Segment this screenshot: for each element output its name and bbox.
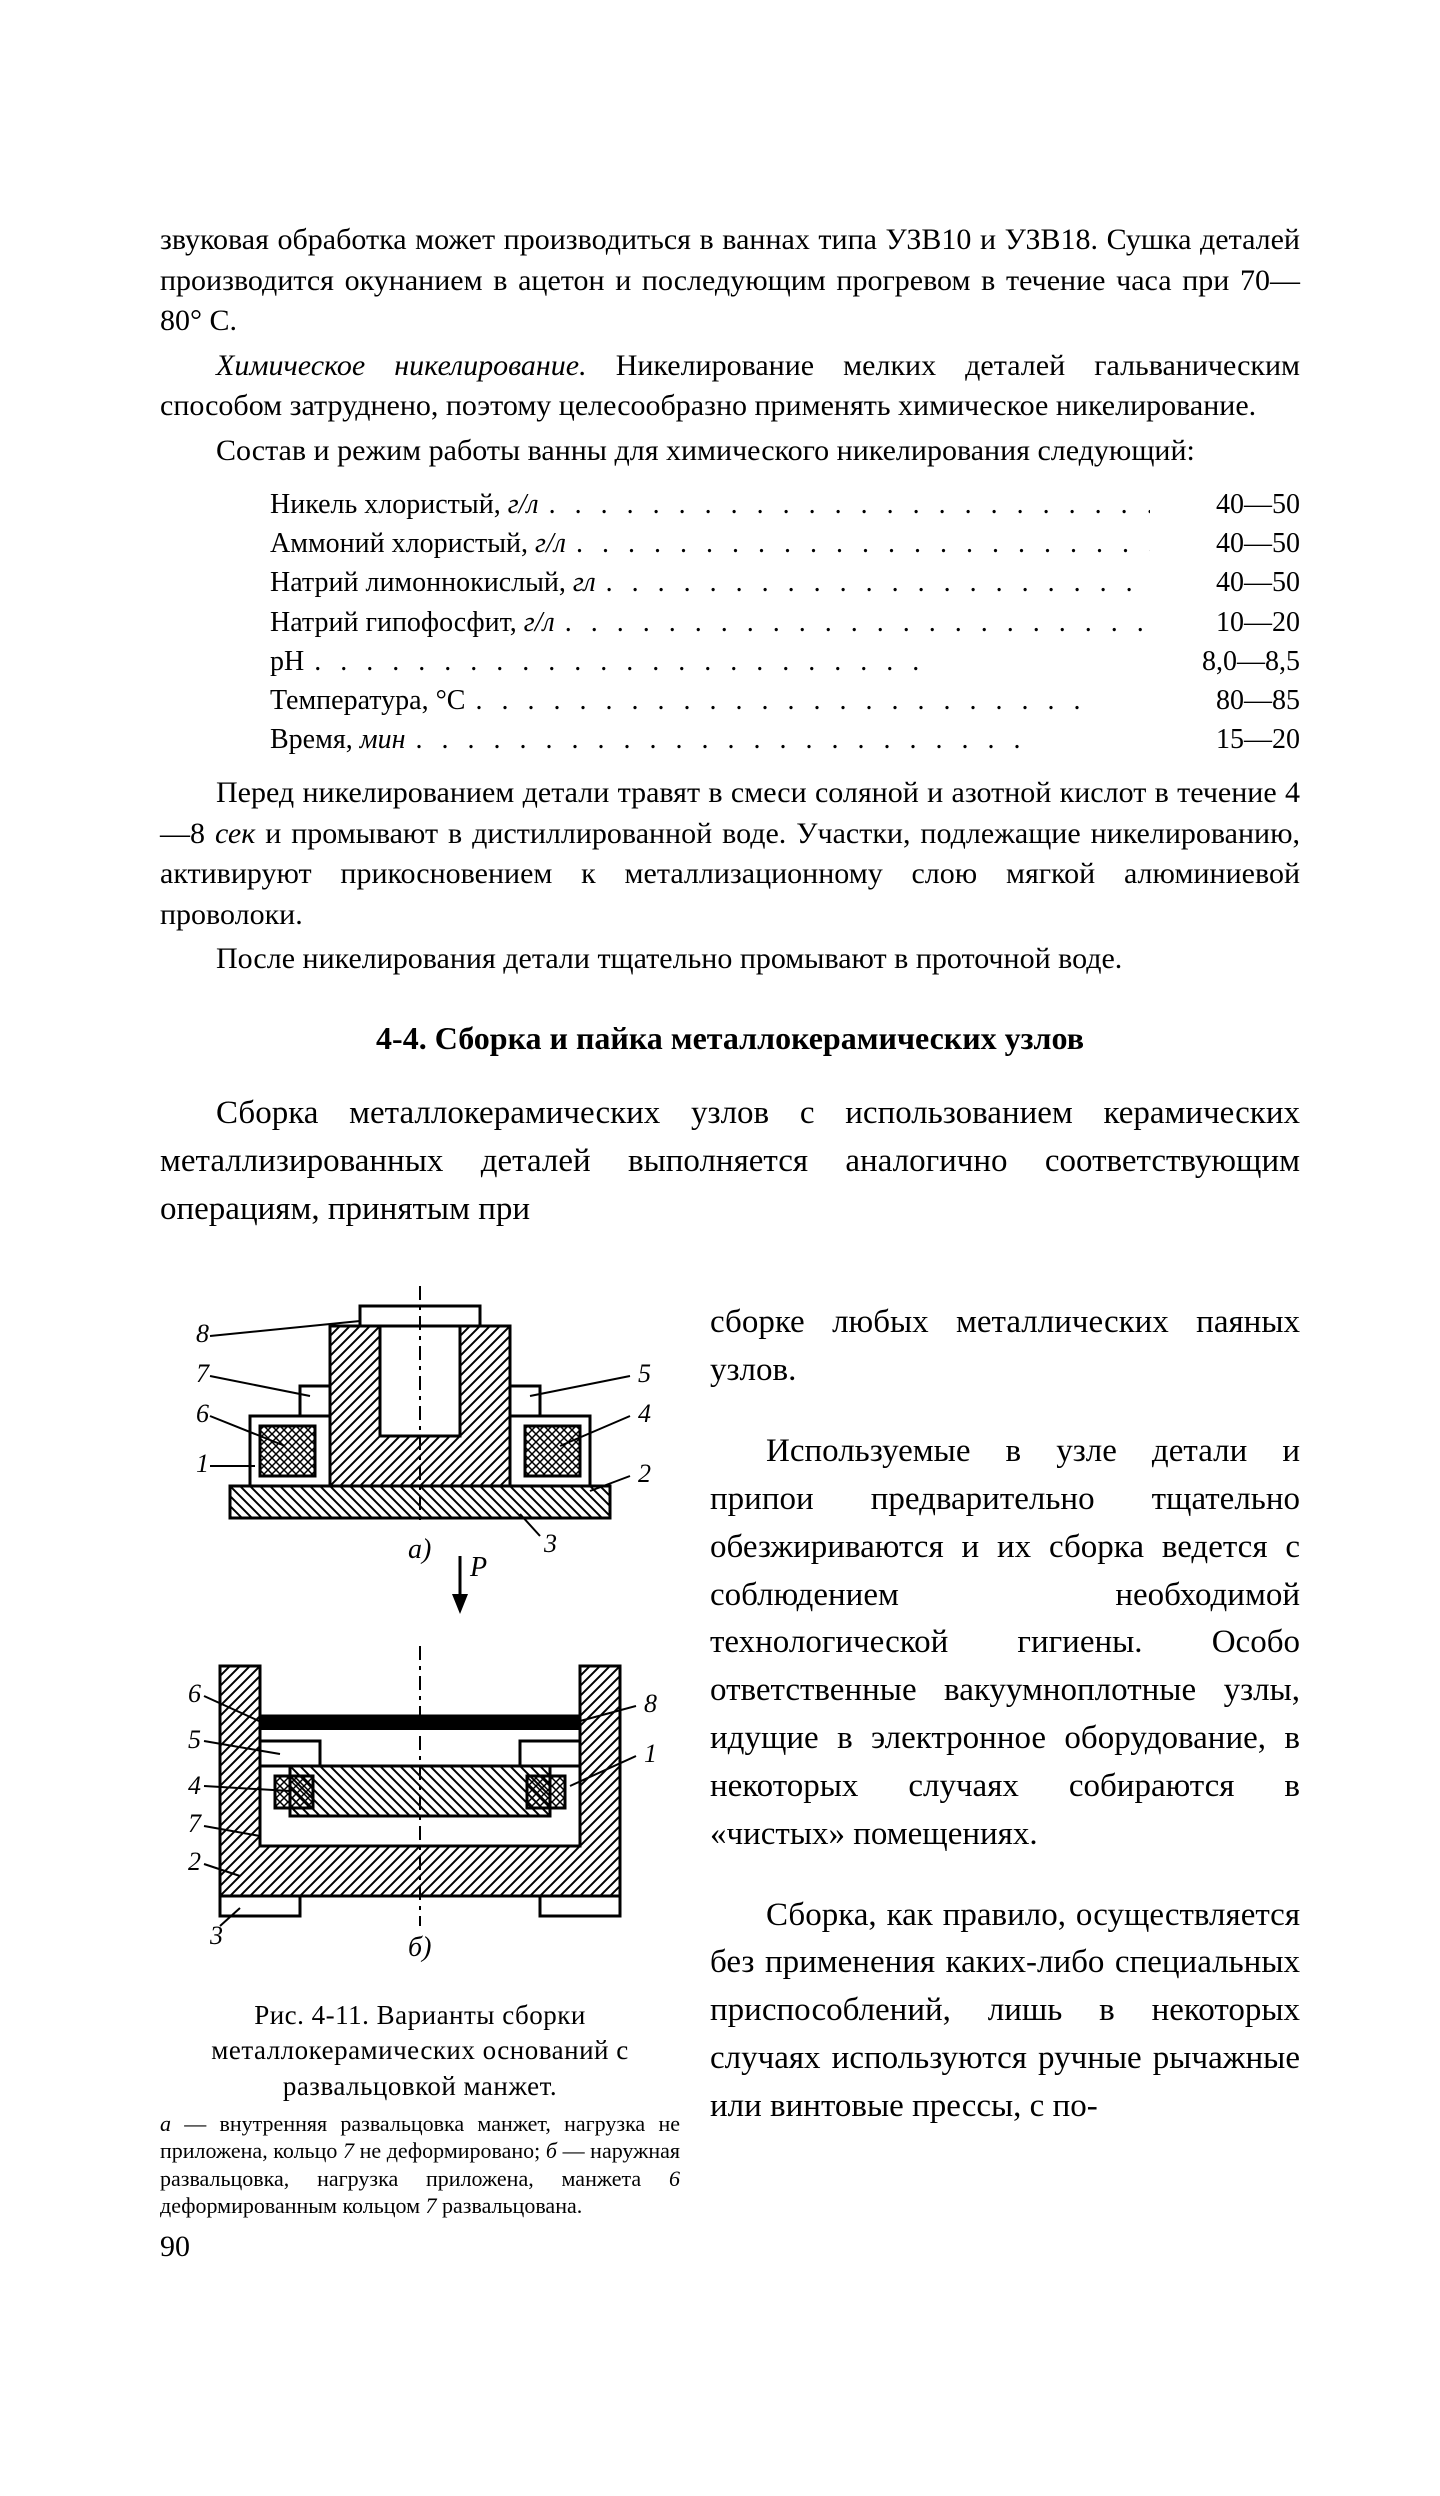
composition-table: Никель хлористый, г/л. . . . . . . . . .…	[270, 485, 1300, 759]
fig-a-label-7: 7	[196, 1359, 210, 1388]
composition-row: pH. . . . . . . . . . . . . . . . . . . …	[270, 642, 1300, 681]
col-para-1: сборке любых металлических паяных узлов.	[710, 1299, 1300, 1395]
composition-row: Натрий лимоннокислый, гл. . . . . . . . …	[270, 563, 1300, 602]
fig-a-label-5: 5	[638, 1359, 651, 1388]
composition-dots: . . . . . . . . . . . . . . . . . . . . …	[465, 681, 1150, 720]
figure-b: 6 5 4 7 2 1 3 8 б)	[188, 1646, 657, 1963]
fig-a-center-label: а)	[408, 1534, 431, 1565]
figure-4-11: 8 7 6 1 5 4 2 3 а) Р	[160, 1266, 680, 1986]
fig-a-label-6: 6	[196, 1399, 209, 1428]
figure-column: 8 7 6 1 5 4 2 3 а) Р	[160, 1266, 680, 2293]
fig-a-label-1: 1	[196, 1449, 209, 1478]
composition-dots: . . . . . . . . . . . . . . . . . . . . …	[566, 524, 1150, 563]
large-paragraph-1: Сборка металлокерамических узлов с испол…	[160, 1090, 1300, 1234]
composition-row: Время, мин. . . . . . . . . . . . . . . …	[270, 720, 1300, 759]
figure-a: 8 7 6 1 5 4 2 3 а) Р	[196, 1286, 651, 1614]
composition-value: 40—50	[1150, 524, 1300, 563]
fig-arrow-label: Р	[469, 1552, 487, 1583]
paragraph-4: Перед никелированием детали травят в сме…	[160, 773, 1300, 935]
composition-label: pH	[270, 642, 304, 681]
document-page: звуковая обработка может производиться в…	[0, 0, 1440, 2496]
composition-row: Натрий гипофосфит, г/л. . . . . . . . . …	[270, 603, 1300, 642]
composition-row: Никель хлористый, г/л. . . . . . . . . .…	[270, 485, 1300, 524]
composition-label: Никель хлористый, г/л	[270, 485, 539, 524]
fig-b-label-7: 7	[188, 1809, 202, 1838]
paragraph-4b: и промывают в дистиллированной воде. Уча…	[160, 817, 1300, 931]
fig-b-label-8: 8	[644, 1689, 657, 1718]
composition-label: Натрий гипофосфит, г/л	[270, 603, 555, 642]
fig-b-label-6: 6	[188, 1679, 201, 1708]
paragraph-4-italic: сек	[215, 817, 255, 850]
composition-label: Аммоний хлористый, г/л	[270, 524, 566, 563]
fig-b-label-3: 3	[209, 1921, 223, 1950]
figure-subcaption: а — внутренняя развальцовка манжет, нагр…	[160, 2110, 680, 2220]
fig-sub-a2: не деформировано;	[354, 2138, 546, 2163]
composition-label: Время, мин	[270, 720, 405, 759]
fig-b-center-label: б)	[408, 1932, 431, 1963]
fig-a-label-2: 2	[638, 1459, 651, 1488]
fig-b-label-4: 4	[188, 1771, 201, 1800]
composition-value: 40—50	[1150, 563, 1300, 602]
paragraph-1: звуковая обработка может производиться в…	[160, 220, 1300, 342]
fig-sub-b2: деформированным кольцом	[160, 2193, 426, 2218]
paragraph-3: Состав и режим работы ванны для химическ…	[160, 431, 1300, 472]
composition-row: Температура, °С. . . . . . . . . . . . .…	[270, 681, 1300, 720]
text-column: сборке любых металлических паяных узлов.…	[710, 1266, 1300, 2293]
composition-dots: . . . . . . . . . . . . . . . . . . . . …	[304, 642, 1150, 681]
col-para-3: Сборка, как правило, осуществляется без …	[710, 1892, 1300, 2131]
fig-b-label-1: 1	[644, 1739, 657, 1768]
paragraph-2-italic: Химическое никелирование.	[216, 349, 587, 382]
fig-sub-b-num: 6	[669, 2166, 680, 2191]
figure-caption: Рис. 4-11. Варианты сборки металлокерами…	[160, 1998, 680, 2103]
fig-sub-a-italic: а	[160, 2111, 171, 2136]
composition-value: 80—85	[1150, 681, 1300, 720]
composition-dots: . . . . . . . . . . . . . . . . . . . . …	[555, 603, 1150, 642]
fig-b-label-5: 5	[188, 1725, 201, 1754]
fig-sub-b-italic: б	[546, 2138, 557, 2163]
composition-label: Температура, °С	[270, 681, 465, 720]
fig-a-label-3: 3	[543, 1529, 557, 1558]
composition-value: 40—50	[1150, 485, 1300, 524]
composition-dots: . . . . . . . . . . . . . . . . . . . . …	[539, 485, 1150, 524]
composition-dots: . . . . . . . . . . . . . . . . . . . . …	[405, 720, 1150, 759]
fig-a-label-4: 4	[638, 1399, 651, 1428]
col-para-2: Используемые в узле детали и припои пред…	[710, 1428, 1300, 1859]
two-column-region: 8 7 6 1 5 4 2 3 а) Р	[160, 1266, 1300, 2293]
composition-value: 10—20	[1150, 603, 1300, 642]
fig-b-label-2: 2	[188, 1847, 201, 1876]
composition-value: 15—20	[1150, 720, 1300, 759]
fig-a-label-8: 8	[196, 1319, 209, 1348]
figure-svg: 8 7 6 1 5 4 2 3 а) Р	[160, 1266, 680, 1986]
fig-sub-b3: развальцована.	[437, 2193, 583, 2218]
section-heading: 4-4. Сборка и пайка металлокерамических …	[160, 1020, 1300, 1057]
paragraph-5: После никелирования детали тщательно про…	[160, 939, 1300, 980]
paragraph-2: Химическое никелирование. Никелирование …	[160, 346, 1300, 427]
page-number: 90	[160, 2230, 680, 2264]
fig-sub-a-num: 7	[343, 2138, 354, 2163]
composition-value: 8,0—8,5	[1150, 642, 1300, 681]
composition-row: Аммоний хлористый, г/л. . . . . . . . . …	[270, 524, 1300, 563]
composition-label: Натрий лимоннокислый, гл	[270, 563, 596, 602]
fig-sub-b-num2: 7	[426, 2193, 437, 2218]
composition-dots: . . . . . . . . . . . . . . . . . . . . …	[596, 563, 1150, 602]
